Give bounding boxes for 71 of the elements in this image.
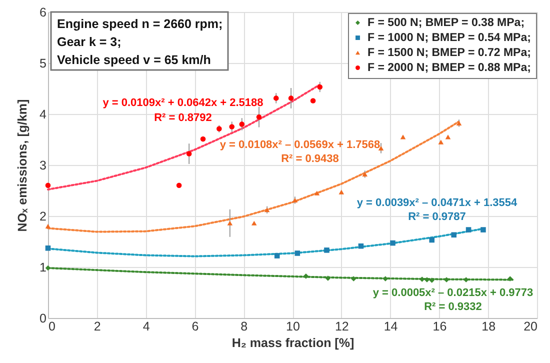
- y-tick-label: 6: [40, 6, 47, 20]
- point: [227, 220, 233, 226]
- point: [362, 172, 368, 176]
- point: [310, 98, 316, 104]
- annotation: R² = 0.9787: [408, 211, 466, 223]
- annotation: Gear k = 3;: [57, 35, 122, 49]
- point: [429, 278, 435, 283]
- point: [274, 253, 280, 258]
- x-tick-label: 8: [240, 320, 248, 334]
- point: [400, 134, 406, 140]
- x-tick-label: 14: [384, 320, 398, 334]
- x-tick-label: 6: [192, 320, 199, 334]
- point: [292, 198, 298, 202]
- y-tick-label: 1: [40, 260, 47, 274]
- annotation: y = 0.0108x² – 0.0569x + 1.7568: [220, 139, 380, 151]
- point: [186, 151, 192, 156]
- annotation: y = 0.0109x² + 0.0642x + 2.5188: [102, 97, 264, 109]
- point: [256, 114, 262, 120]
- point: [507, 276, 513, 282]
- point: [451, 232, 457, 238]
- point: [338, 190, 344, 194]
- point: [480, 227, 486, 232]
- point: [288, 96, 294, 101]
- point: [445, 134, 451, 140]
- annotation: Engine speed n = 2660 rpm;: [57, 17, 223, 31]
- point: [264, 208, 270, 212]
- annotation: Vehicle speed v = 65 km/h: [57, 53, 211, 67]
- point: [317, 84, 323, 90]
- x-tick-label: 16: [432, 320, 447, 334]
- point: [303, 274, 309, 279]
- legend-label: F = 1000 N; BMEP = 0.54 MPa;: [368, 32, 531, 44]
- point: [466, 227, 472, 232]
- x-tick-label: 4: [142, 320, 150, 334]
- point: [45, 224, 51, 228]
- point: [200, 136, 206, 142]
- x-tick-label: 2: [94, 320, 101, 334]
- point: [251, 220, 257, 226]
- point: [456, 120, 462, 126]
- x-axis-title: H₂ mass fraction [%]: [232, 336, 354, 350]
- point: [350, 276, 356, 282]
- x-tick-label: 10: [286, 320, 300, 334]
- annotation: R² = 0.8792: [154, 112, 212, 124]
- point: [229, 124, 235, 130]
- x-tick-label: 20: [524, 320, 538, 334]
- x-tick-label: 0: [48, 320, 56, 334]
- y-tick-label: 5: [40, 56, 47, 70]
- legend-label: F = 500 N; BMEP = 0.38 MPa;: [368, 16, 525, 29]
- annotation: R² = 0.9332: [424, 301, 482, 313]
- point: [176, 182, 182, 188]
- legend-label: F = 1500 N; BMEP = 0.72 MPa;: [368, 46, 531, 59]
- point: [324, 248, 330, 253]
- point: [239, 122, 245, 127]
- y-tick-label: 3: [40, 158, 47, 172]
- point: [382, 276, 388, 282]
- x-tick-label: 18: [482, 320, 496, 334]
- point: [273, 96, 279, 101]
- point: [314, 190, 320, 196]
- y-tick-label: 2: [40, 210, 47, 224]
- annotation: R² = 0.9438: [281, 153, 339, 165]
- annotation: y = 0.0039x² – 0.0471x + 1.3554: [356, 197, 518, 209]
- legend-label: F = 2000 N; BMEP = 0.88 MPa;: [368, 62, 531, 74]
- point: [429, 237, 435, 243]
- annotation: y = 0.0005x² – 0.0215x + 0.9773: [372, 287, 534, 299]
- x-tick-label: 12: [334, 320, 349, 334]
- point: [45, 245, 51, 251]
- y-axis-title: NOₓ emissions, [g/km]: [16, 99, 30, 232]
- point: [294, 250, 300, 256]
- y-tick-label: 4: [40, 108, 47, 122]
- point: [438, 140, 444, 144]
- point: [390, 240, 396, 246]
- point: [45, 182, 51, 188]
